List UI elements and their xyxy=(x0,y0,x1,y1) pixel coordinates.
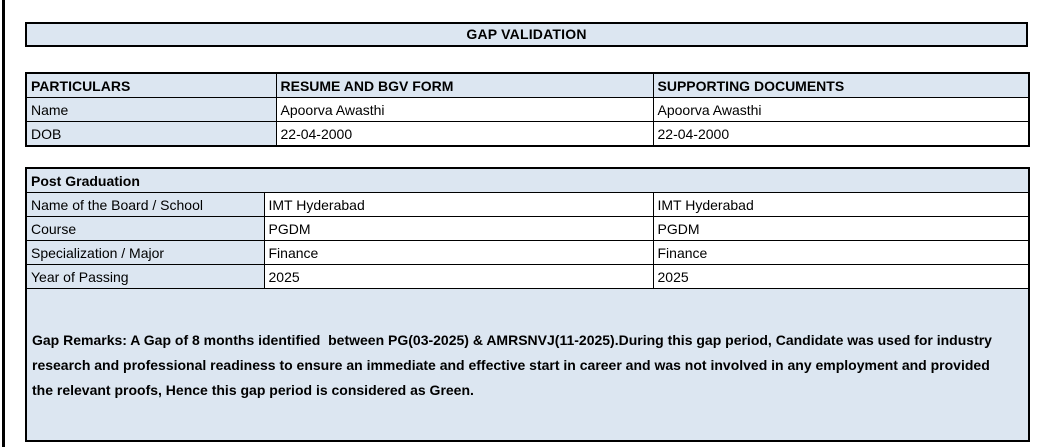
page-left-border xyxy=(2,0,5,447)
table-row-year-of-passing: Year of Passing 2025 2025 xyxy=(25,264,1030,289)
year-of-passing-label-cell: Year of Passing xyxy=(25,264,265,289)
dob-label-cell: DOB xyxy=(25,121,277,147)
specialization-resume-value-cell: Finance xyxy=(263,240,654,265)
name-label-cell: Name xyxy=(25,97,277,122)
year-of-passing-resume-value-cell: 2025 xyxy=(263,264,654,289)
table-row-name: Name Apoorva Awasthi Apoorva Awasthi xyxy=(25,97,1030,122)
gap-remarks-row: Gap Remarks: A Gap of 8 months identifie… xyxy=(25,288,1030,442)
section-title-post-graduation: Post Graduation xyxy=(25,167,1030,193)
table-row-board-school: Name of the Board / School IMT Hyderabad… xyxy=(25,192,1030,217)
board-school-supporting-value-cell: IMT Hyderabad xyxy=(652,192,1030,217)
board-school-label-cell: Name of the Board / School xyxy=(25,192,265,217)
column-header-resume-bgv-form: RESUME AND BGV FORM xyxy=(275,72,654,98)
column-header-supporting-documents: SUPPORTING DOCUMENTS xyxy=(652,72,1030,98)
name-supporting-value-cell: Apoorva Awasthi xyxy=(652,97,1030,122)
column-header-particulars: PARTICULARS xyxy=(25,72,277,98)
candidate-identity-table: PARTICULARS RESUME AND BGV FORM SUPPORTI… xyxy=(25,72,1030,147)
table-row-dob: DOB 22-04-2000 22-04-2000 xyxy=(25,121,1030,147)
course-supporting-value-cell: PGDM xyxy=(652,216,1030,241)
name-resume-value-cell: Apoorva Awasthi xyxy=(275,97,654,122)
table-row-specialization: Specialization / Major Finance Finance xyxy=(25,240,1030,265)
gap-remarks-text: Gap Remarks: A Gap of 8 months identifie… xyxy=(25,288,1030,442)
course-label-cell: Course xyxy=(25,216,265,241)
dob-supporting-value-cell: 22-04-2000 xyxy=(652,121,1030,147)
section-header-row: Post Graduation xyxy=(25,167,1030,193)
year-of-passing-supporting-value-cell: 2025 xyxy=(652,264,1030,289)
course-resume-value-cell: PGDM xyxy=(263,216,654,241)
post-graduation-table: Post Graduation Name of the Board / Scho… xyxy=(25,167,1031,442)
table-row-course: Course PGDM PGDM xyxy=(25,216,1030,241)
specialization-supporting-value-cell: Finance xyxy=(652,240,1030,265)
identity-header-row: PARTICULARS RESUME AND BGV FORM SUPPORTI… xyxy=(25,72,1030,98)
specialization-label-cell: Specialization / Major xyxy=(25,240,265,265)
document-sheet: GAP VALIDATION PARTICULARS RESUME AND BG… xyxy=(25,0,1031,442)
board-school-resume-value-cell: IMT Hyderabad xyxy=(263,192,654,217)
page-title: GAP VALIDATION xyxy=(25,22,1028,47)
dob-resume-value-cell: 22-04-2000 xyxy=(275,121,654,147)
